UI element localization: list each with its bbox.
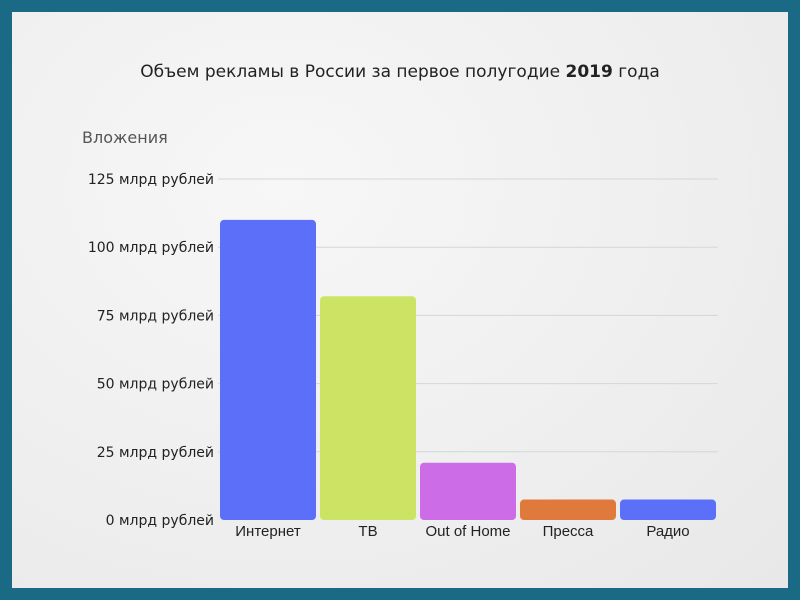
y-tick-label: 25 млрд рублей: [97, 445, 214, 461]
bars: [220, 219, 716, 521]
chart-title-prefix: Объем рекламы в России за первое полугод…: [140, 62, 561, 82]
x-category-label: Пресса: [543, 523, 594, 540]
x-axis-labels: Интернет ТВ Out of Home Пресса Радио: [235, 523, 689, 540]
bar: [420, 462, 516, 520]
y-tick-label: 75 млрд рублей: [97, 308, 214, 324]
x-category-label: Интернет: [235, 523, 301, 540]
y-axis-title: Вложения: [82, 128, 168, 147]
chart-title: Объем рекламы в России за первое полугод…: [12, 62, 788, 82]
x-category-label: Out of Home: [425, 523, 510, 540]
bar: [620, 499, 716, 520]
y-tick-label: 50 млрд рублей: [97, 377, 214, 393]
y-tick-label: 0 млрд рублей: [106, 513, 214, 529]
bar: [520, 499, 616, 520]
y-axis-ticks: 0 млрд рублей 25 млрд рублей 50 млрд рубле…: [88, 172, 214, 529]
bar: [320, 296, 416, 520]
y-tick-label: 100 млрд рублей: [88, 240, 214, 256]
chart-title-suffix: года: [618, 62, 660, 82]
y-tick-label: 125 млрд рублей: [88, 172, 214, 188]
chart-title-year: 2019: [565, 62, 613, 82]
bar: [220, 219, 316, 521]
x-category-label: ТВ: [358, 523, 377, 540]
x-category-label: Радио: [646, 523, 689, 540]
